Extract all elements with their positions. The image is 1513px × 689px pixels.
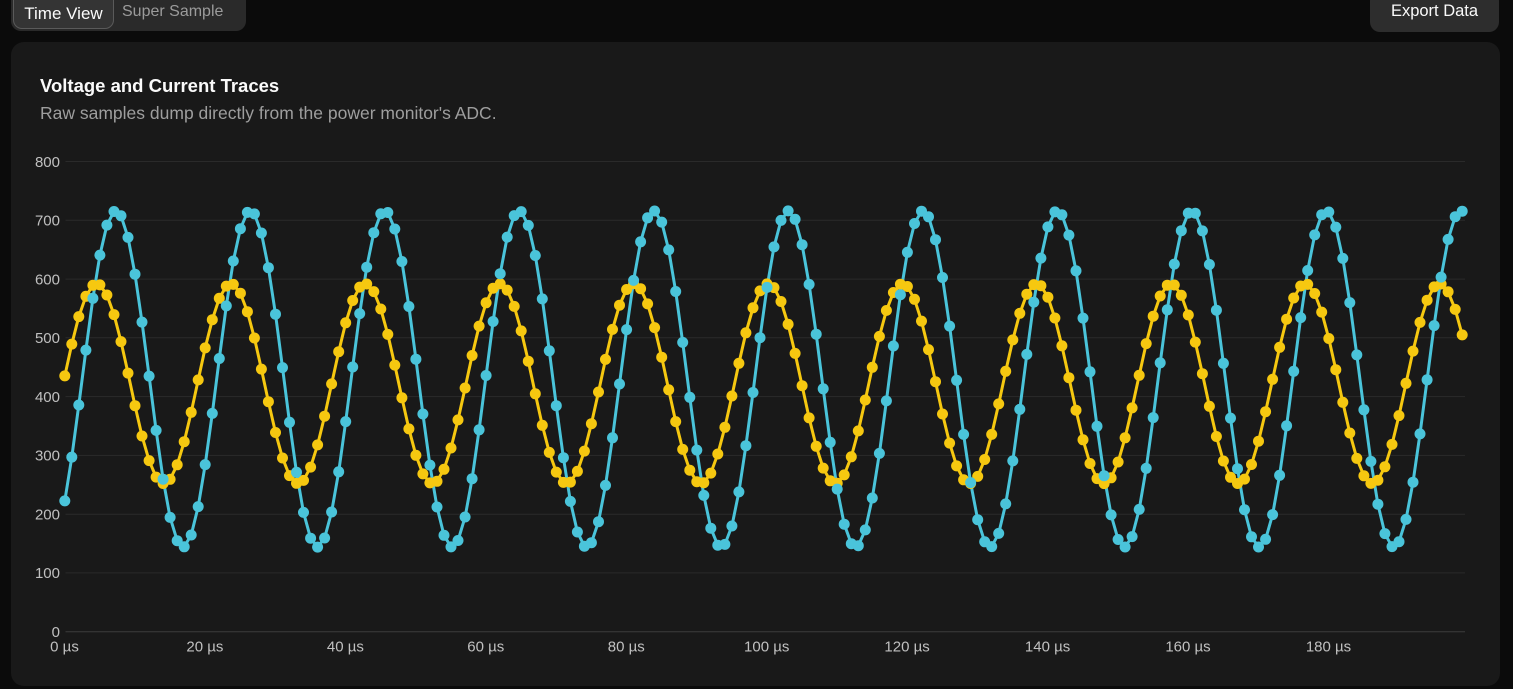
- svg-text:100: 100: [35, 565, 60, 582]
- svg-text:500: 500: [35, 330, 60, 347]
- svg-text:60 µs: 60 µs: [467, 639, 504, 656]
- svg-text:400: 400: [35, 389, 60, 406]
- svg-text:40 µs: 40 µs: [327, 639, 364, 656]
- svg-text:100 µs: 100 µs: [744, 639, 789, 656]
- svg-text:140 µs: 140 µs: [1025, 639, 1070, 656]
- svg-text:80 µs: 80 µs: [608, 639, 645, 656]
- svg-text:20 µs: 20 µs: [186, 639, 223, 656]
- svg-text:800: 800: [35, 154, 60, 171]
- svg-text:180 µs: 180 µs: [1306, 639, 1351, 656]
- svg-text:200: 200: [35, 507, 60, 524]
- svg-text:160 µs: 160 µs: [1165, 639, 1210, 656]
- svg-text:0 µs: 0 µs: [50, 639, 79, 656]
- svg-text:600: 600: [35, 271, 60, 288]
- svg-text:120 µs: 120 µs: [884, 639, 929, 656]
- svg-text:300: 300: [35, 448, 60, 465]
- svg-text:700: 700: [35, 213, 60, 230]
- svg-text:0: 0: [52, 624, 60, 641]
